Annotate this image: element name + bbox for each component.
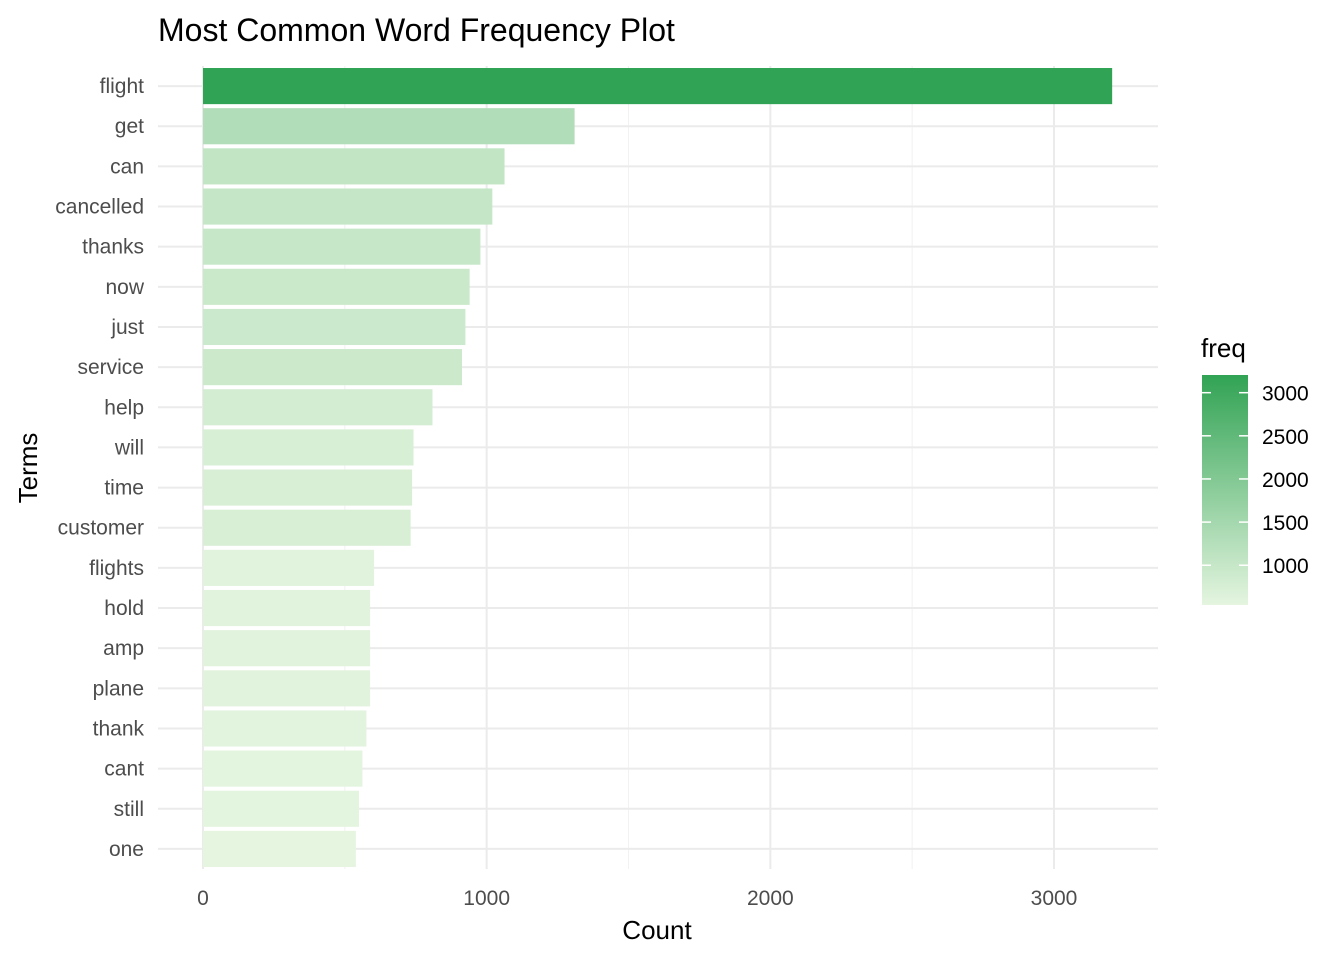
bar-thanks [203, 228, 481, 265]
legend-tick-label: 1000 [1262, 555, 1309, 578]
category-label: flight [100, 75, 145, 98]
legend-tick-label: 2500 [1262, 426, 1309, 449]
bar-cant [203, 750, 363, 787]
category-label: plane [93, 677, 144, 700]
chart-title: Most Common Word Frequency Plot [158, 12, 675, 48]
bar-time [203, 469, 413, 506]
x-tick-label: 3000 [1031, 887, 1078, 910]
bar-thank [203, 710, 367, 747]
x-axis-title: Count [622, 915, 692, 945]
x-tick-label: 2000 [747, 887, 794, 910]
x-tick-label: 1000 [463, 887, 510, 910]
x-tick-labels: 0 1000 2000 3000 [197, 887, 1077, 910]
bar-now [203, 268, 470, 305]
bar-still [203, 790, 360, 827]
category-label: now [105, 276, 144, 299]
category-labels: flight get can cancelled thanks now just servic… [55, 75, 145, 861]
category-label: thank [93, 717, 145, 740]
category-label: customer [58, 517, 144, 540]
legend-tick-label: 3000 [1262, 383, 1309, 406]
bar-customer [203, 509, 411, 546]
category-label: time [104, 477, 144, 500]
category-label: cant [104, 758, 144, 781]
category-label: help [104, 396, 144, 419]
bar-service [203, 349, 462, 386]
bar-hold [203, 589, 371, 627]
bar-will [203, 429, 414, 466]
category-label: thanks [82, 236, 144, 259]
legend-ticks: 1000 1500 2000 2500 3000 [1202, 383, 1309, 578]
bar-one [203, 830, 356, 867]
category-label: service [77, 356, 144, 379]
category-label: amp [103, 637, 144, 660]
bar-get [203, 108, 575, 145]
legend-tick-label: 1500 [1262, 512, 1309, 535]
bar-flight [203, 68, 1113, 105]
category-label: can [110, 155, 144, 178]
bar-just [203, 308, 466, 346]
category-label: hold [104, 597, 144, 620]
bar-flights [203, 549, 375, 586]
bar-can [203, 148, 505, 185]
y-axis-title: Terms [13, 433, 43, 504]
legend-tick-label: 2000 [1262, 469, 1309, 492]
legend-title: freq [1201, 333, 1246, 363]
category-label: still [114, 798, 144, 821]
category-label: just [110, 316, 144, 339]
bar-help [203, 389, 433, 426]
category-label: cancelled [55, 196, 144, 219]
category-label: get [115, 115, 144, 138]
bar-amp [203, 630, 371, 667]
x-tick-label: 0 [197, 887, 209, 910]
bar-cancelled [203, 188, 493, 225]
color-legend: freq 1000 1500 2000 2500 3000 [1201, 333, 1309, 605]
category-label: one [109, 838, 144, 861]
plot-grid [158, 66, 1158, 869]
bar-plane [203, 670, 371, 707]
legend-colorbar [1202, 375, 1248, 605]
category-label: flights [89, 557, 144, 580]
category-label: will [114, 436, 144, 459]
bars-group [203, 68, 1113, 867]
